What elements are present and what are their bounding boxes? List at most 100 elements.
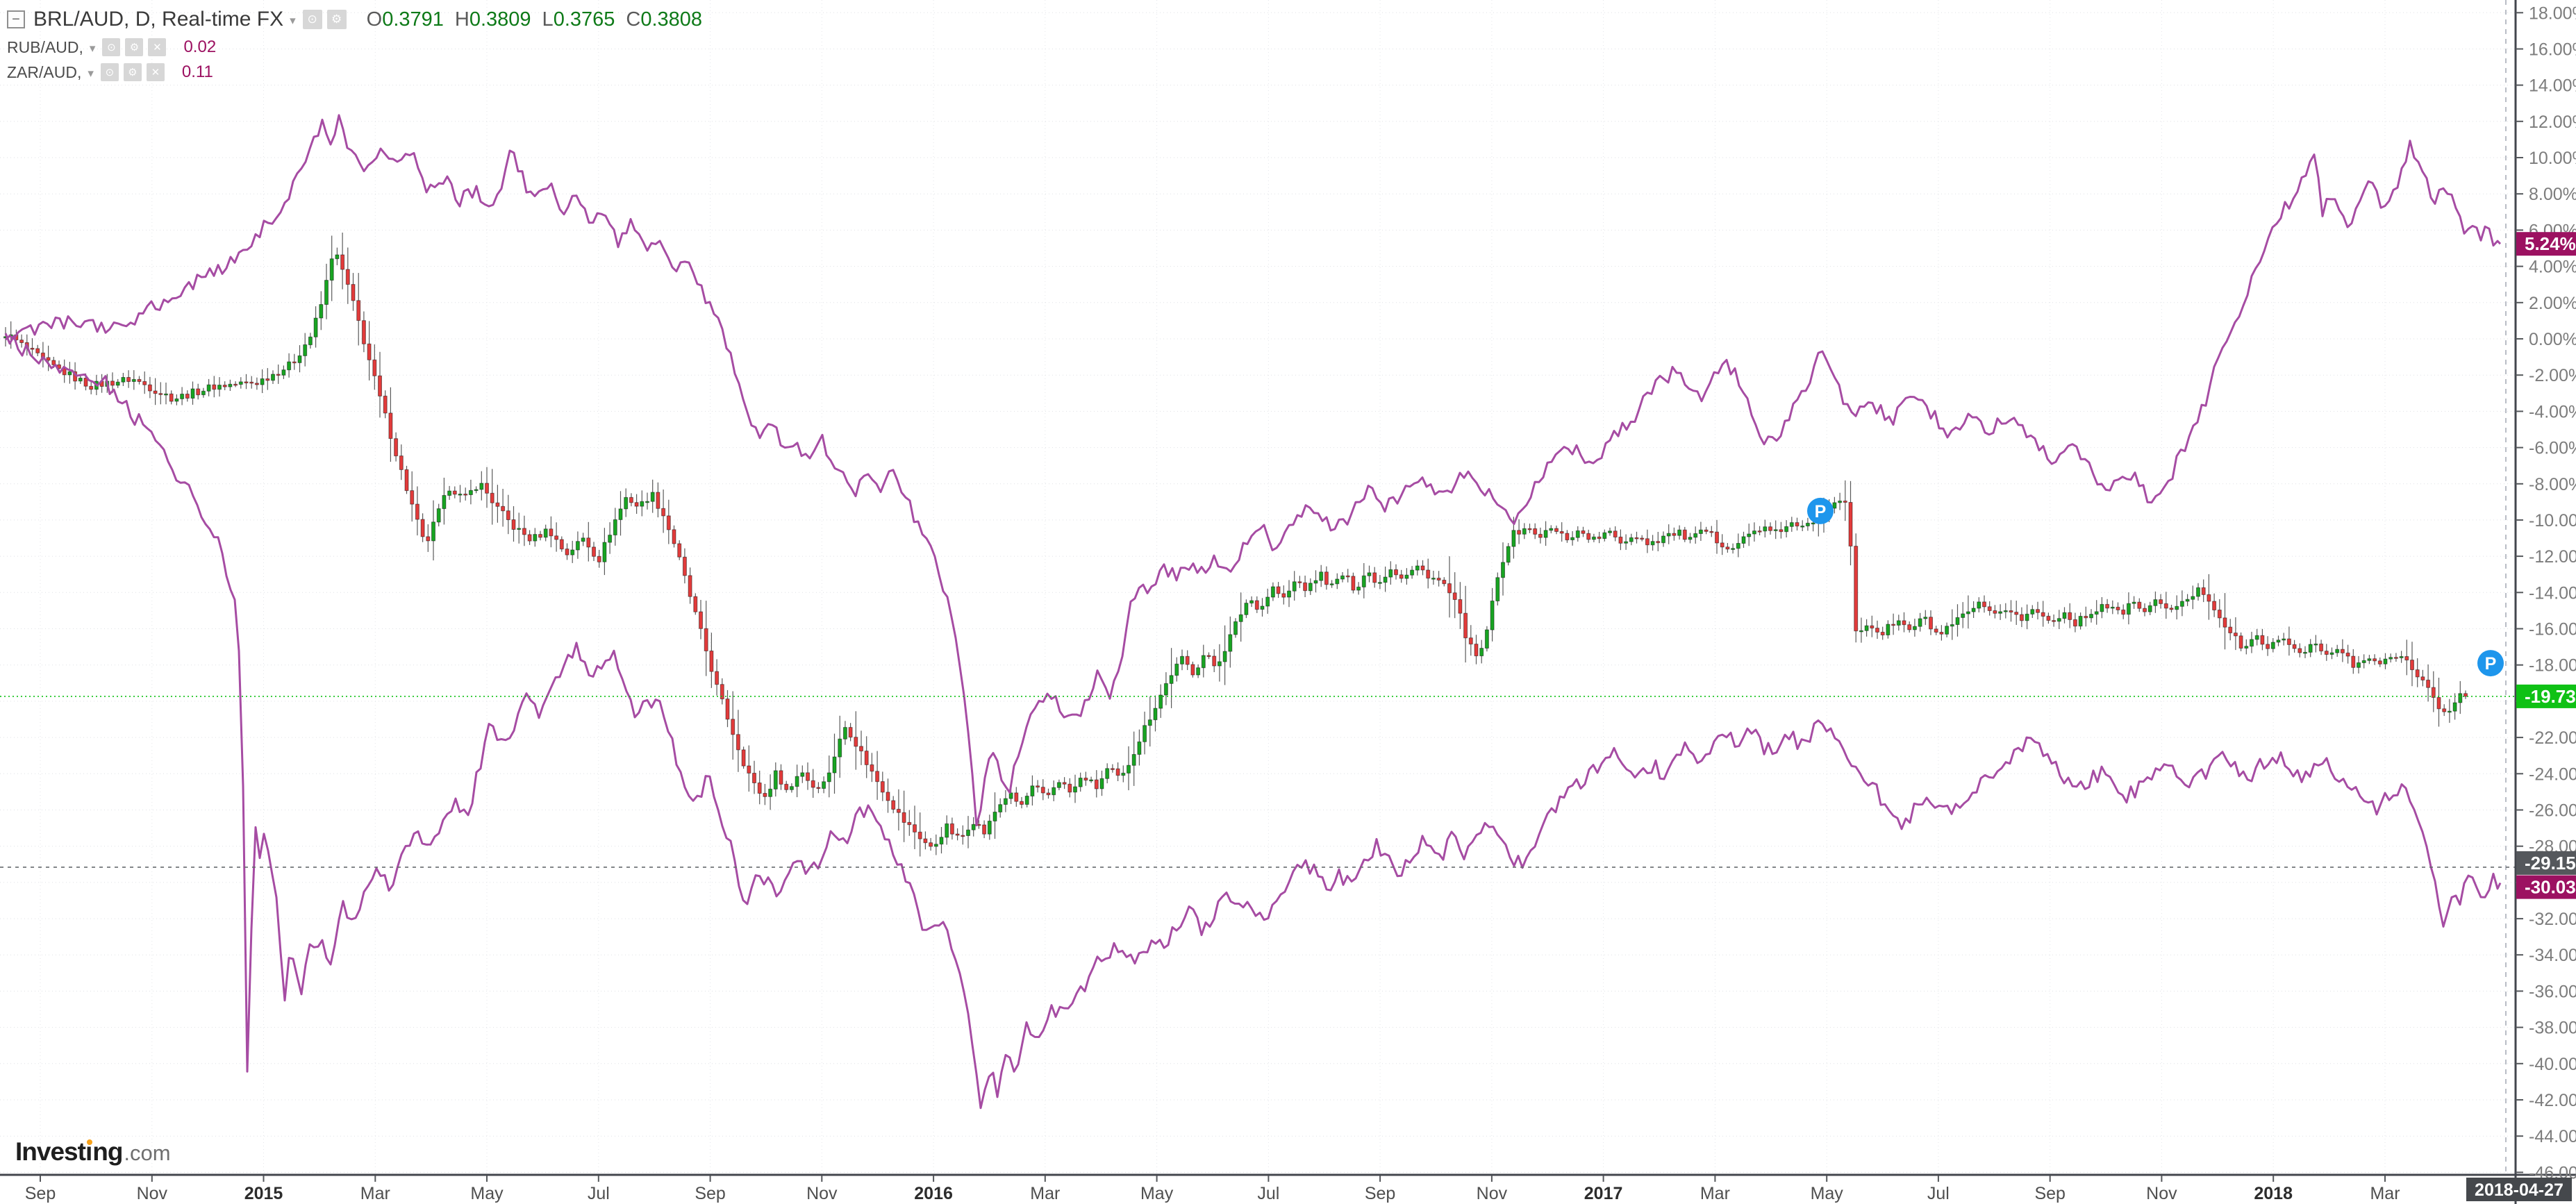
price-tick-label: -22.00%: [2529, 728, 2576, 748]
price-tick-label: -2.00%: [2529, 366, 2576, 385]
price-tick-label: -10.00%: [2529, 511, 2576, 530]
price-tick-label: 10.00%: [2529, 149, 2576, 168]
time-tick-label: Mar: [1700, 1184, 1730, 1203]
price-tick-label: -8.00%: [2529, 475, 2576, 494]
price-axis[interactable]: 18.00%16.00%14.00%12.00%10.00%8.00%6.00%…: [2516, 3, 2576, 1182]
logo-text: Invest: [15, 1137, 86, 1166]
publication-marker-1[interactable]: P: [1807, 497, 1834, 524]
gear-icon[interactable]: ⚙: [326, 10, 347, 29]
svg-text:5.24%: 5.24%: [2525, 233, 2576, 254]
last-date-badge: 2018-04-27: [2466, 1178, 2572, 1201]
close-value: 0.3808: [640, 8, 703, 31]
time-tick-label: 2016: [914, 1184, 953, 1203]
time-tick-label: Jul: [1257, 1184, 1279, 1203]
time-tick-label: Mar: [2370, 1184, 2400, 1203]
price-badge-3003: -30.03%: [2516, 875, 2576, 899]
eye-icon[interactable]: ⊙: [102, 38, 121, 56]
collapse-legend-icon[interactable]: −: [7, 10, 25, 28]
chevron-down-icon[interactable]: ▾: [89, 42, 96, 55]
price-tick-label: -34.00%: [2529, 946, 2576, 965]
close-icon[interactable]: ✕: [146, 63, 165, 81]
price-tick-label: -32.00%: [2529, 910, 2576, 929]
svg-text:P: P: [1815, 502, 1827, 521]
price-tick-label: -18.00%: [2529, 656, 2576, 676]
time-tick-label: May: [470, 1184, 504, 1203]
time-tick-label: 2017: [1584, 1184, 1623, 1203]
line-series-rubaud: [4, 333, 2502, 1110]
time-tick-label: Sep: [2034, 1184, 2065, 1203]
open-label: O: [366, 8, 383, 31]
time-tick-label: Mar: [1030, 1184, 1060, 1203]
close-label: C: [626, 8, 641, 31]
price-tick-label: -26.00%: [2529, 801, 2576, 821]
time-tick-label: Sep: [695, 1184, 725, 1203]
price-tick-label: 16.00%: [2529, 40, 2576, 60]
svg-text:P: P: [2485, 654, 2497, 674]
logo-orange-dot-icon: [86, 1139, 92, 1145]
price-tick-label: -40.00%: [2529, 1055, 2576, 1074]
ohlc-values: O0.3791 H0.3809 L0.3765 C0.3808: [367, 8, 713, 31]
time-tick-label: Jul: [588, 1184, 610, 1203]
overlay-value-rubaud: 0.02: [183, 37, 217, 56]
time-axis[interactable]: Sep Nov 2015 Mar May Jul Sep Nov 2016 Mar May Jul Se…: [25, 1176, 2572, 1203]
time-tick-label: May: [1811, 1184, 1844, 1203]
svg-text:-29.1571: -29.1571: [2525, 853, 2576, 873]
price-tick-label: 18.00%: [2529, 3, 2576, 23]
logo-i: ı: [85, 1137, 93, 1166]
time-tick-label: 2015: [244, 1184, 283, 1203]
price-tick-label: 0.00%: [2529, 330, 2576, 349]
publication-marker-2[interactable]: P: [2477, 650, 2504, 677]
price-tick-label: -24.00%: [2529, 764, 2576, 784]
gear-icon[interactable]: ⚙: [125, 38, 144, 56]
chart-plot-area[interactable]: [0, 0, 2515, 1174]
candlestick-series-brlaud: [3, 233, 2468, 857]
price-tick-label: 12.00%: [2529, 112, 2576, 132]
price-tick-label: -36.00%: [2529, 982, 2576, 1001]
logo-com: .com: [124, 1141, 171, 1165]
time-tick-label: Jul: [1927, 1184, 1950, 1203]
eye-icon[interactable]: ⊙: [302, 10, 322, 29]
overlay-value-zaraud: 0.11: [181, 62, 213, 81]
price-tick-label: -4.00%: [2529, 402, 2576, 421]
price-tick-label: -6.00%: [2529, 439, 2576, 458]
close-icon[interactable]: ✕: [148, 38, 167, 56]
grid-layer: [0, 0, 2515, 1174]
time-tick-label: Nov: [2146, 1184, 2177, 1203]
time-tick-label: 2018: [2254, 1184, 2293, 1203]
overlay-symbol-zaraud[interactable]: ZAR/AUD,: [7, 62, 82, 81]
chevron-down-icon[interactable]: ▾: [88, 67, 94, 80]
price-badge-524: 5.24%: [2516, 232, 2576, 256]
price-tick-label: 4.00%: [2529, 258, 2576, 277]
logo-text-2: ng: [92, 1137, 123, 1166]
line-series-zaraud: [4, 114, 2502, 827]
price-tick-label: -44.00%: [2529, 1127, 2576, 1146]
legend-row-main: − BRL/AUD, D, Real-time FX ▾ ⊙ ⚙ O0.3791…: [7, 4, 713, 35]
open-value: 0.3791: [382, 8, 444, 31]
legend-row-zaraud: ZAR/AUD, ▾ ⊙ ⚙ ✕ 0.11: [7, 60, 713, 85]
low-label: L: [542, 8, 554, 31]
high-value: 0.3809: [469, 8, 531, 31]
eye-icon[interactable]: ⊙: [100, 63, 119, 81]
price-tick-label: -38.00%: [2529, 1019, 2576, 1038]
time-tick-label: Nov: [1477, 1184, 1508, 1203]
svg-text:2018-04-27: 2018-04-27: [2475, 1180, 2563, 1200]
legend-row-rubaud: RUB/AUD, ▾ ⊙ ⚙ ✕ 0.02: [7, 35, 713, 60]
gear-icon[interactable]: ⚙: [123, 63, 142, 81]
price-tick-label: 2.00%: [2529, 294, 2576, 313]
price-tick-label: -14.00%: [2529, 583, 2576, 603]
price-badge-1973: -19.73%: [2516, 684, 2576, 708]
symbol-title[interactable]: BRL/AUD, D, Real-time FX: [33, 8, 284, 31]
svg-text:-19.73%: -19.73%: [2525, 686, 2576, 707]
price-tick-label: 14.00%: [2529, 76, 2576, 96]
price-badge-291571: -29.1571: [2516, 851, 2576, 875]
price-tick-label: -16.00%: [2529, 620, 2576, 639]
time-tick-label: Nov: [806, 1184, 838, 1203]
chevron-down-icon[interactable]: ▾: [290, 14, 296, 27]
svg-text:-30.03%: -30.03%: [2525, 877, 2576, 898]
price-tick-label: -42.00%: [2529, 1091, 2576, 1110]
investing-logo[interactable]: Invest ı ng .com: [15, 1137, 171, 1167]
time-tick-label: Sep: [1365, 1184, 1395, 1203]
overlay-symbol-rubaud[interactable]: RUB/AUD,: [7, 37, 83, 56]
time-tick-label: Mar: [360, 1184, 390, 1203]
